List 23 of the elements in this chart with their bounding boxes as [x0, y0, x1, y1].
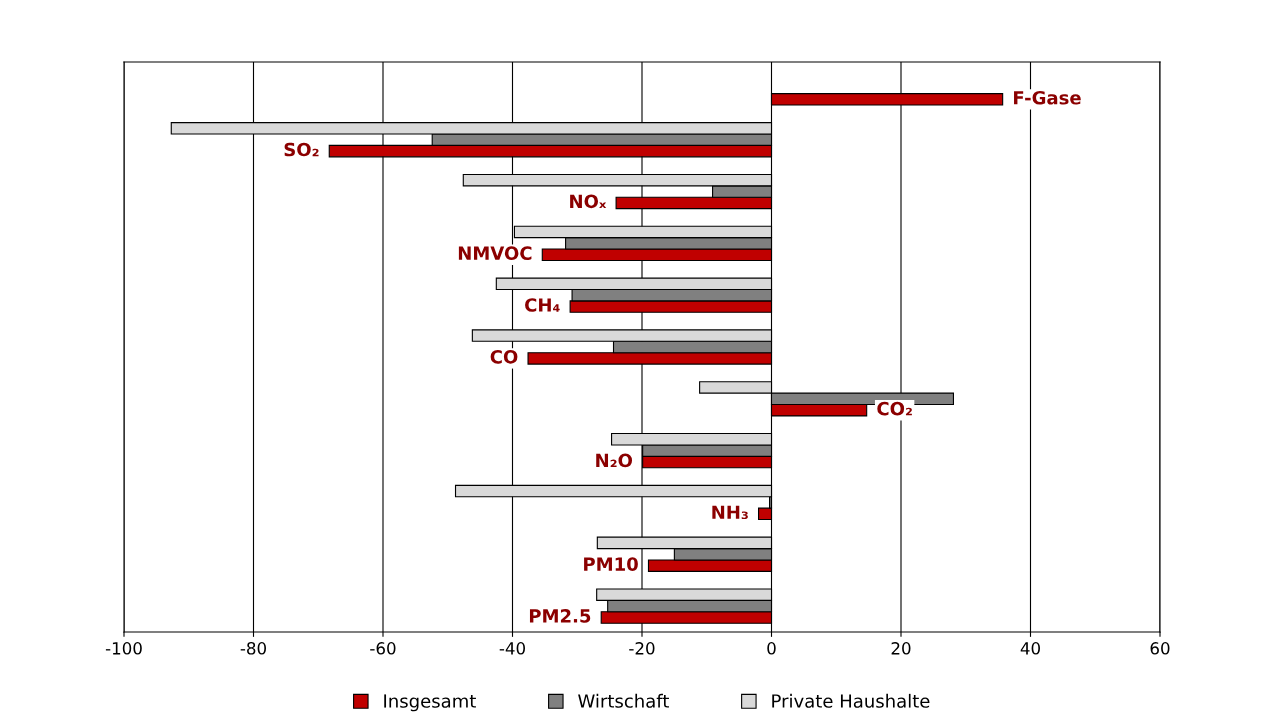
y-tick-label: CO — [490, 349, 518, 364]
y-tick-label: PM2.5 — [529, 609, 591, 623]
y-tick-label: F-Gase — [1014, 90, 1081, 105]
x-tick-label: -40 — [499, 642, 525, 655]
y-tick-label: NH₃ — [712, 505, 748, 520]
y-tick-label: CH₄ — [525, 298, 560, 312]
y-tick-label: PM10 — [584, 557, 638, 571]
x-tick-label: 20 — [891, 642, 911, 655]
x-tick-label: -100 — [105, 642, 142, 655]
x-tick-label: -60 — [370, 642, 396, 655]
x-tick-label: 0 — [767, 642, 776, 655]
y-tick-label: SO₂ — [284, 142, 319, 157]
y-tick-label: NOₓ — [570, 194, 607, 209]
legend-label: Insgesamt — [384, 694, 476, 712]
x-tick-label: 60 — [1150, 642, 1170, 655]
y-tick-label: CO₂ — [877, 401, 912, 416]
y-tick-label: N₂O — [596, 453, 633, 468]
y-tick-label: NMVOC — [458, 246, 532, 260]
legend-label: Private Haushalte — [772, 693, 930, 708]
x-tick-label: 40 — [1020, 642, 1040, 655]
x-tick-label: -20 — [629, 642, 655, 655]
x-tick-label: -80 — [240, 642, 266, 655]
legend-label: Wirtschaft — [578, 693, 669, 708]
